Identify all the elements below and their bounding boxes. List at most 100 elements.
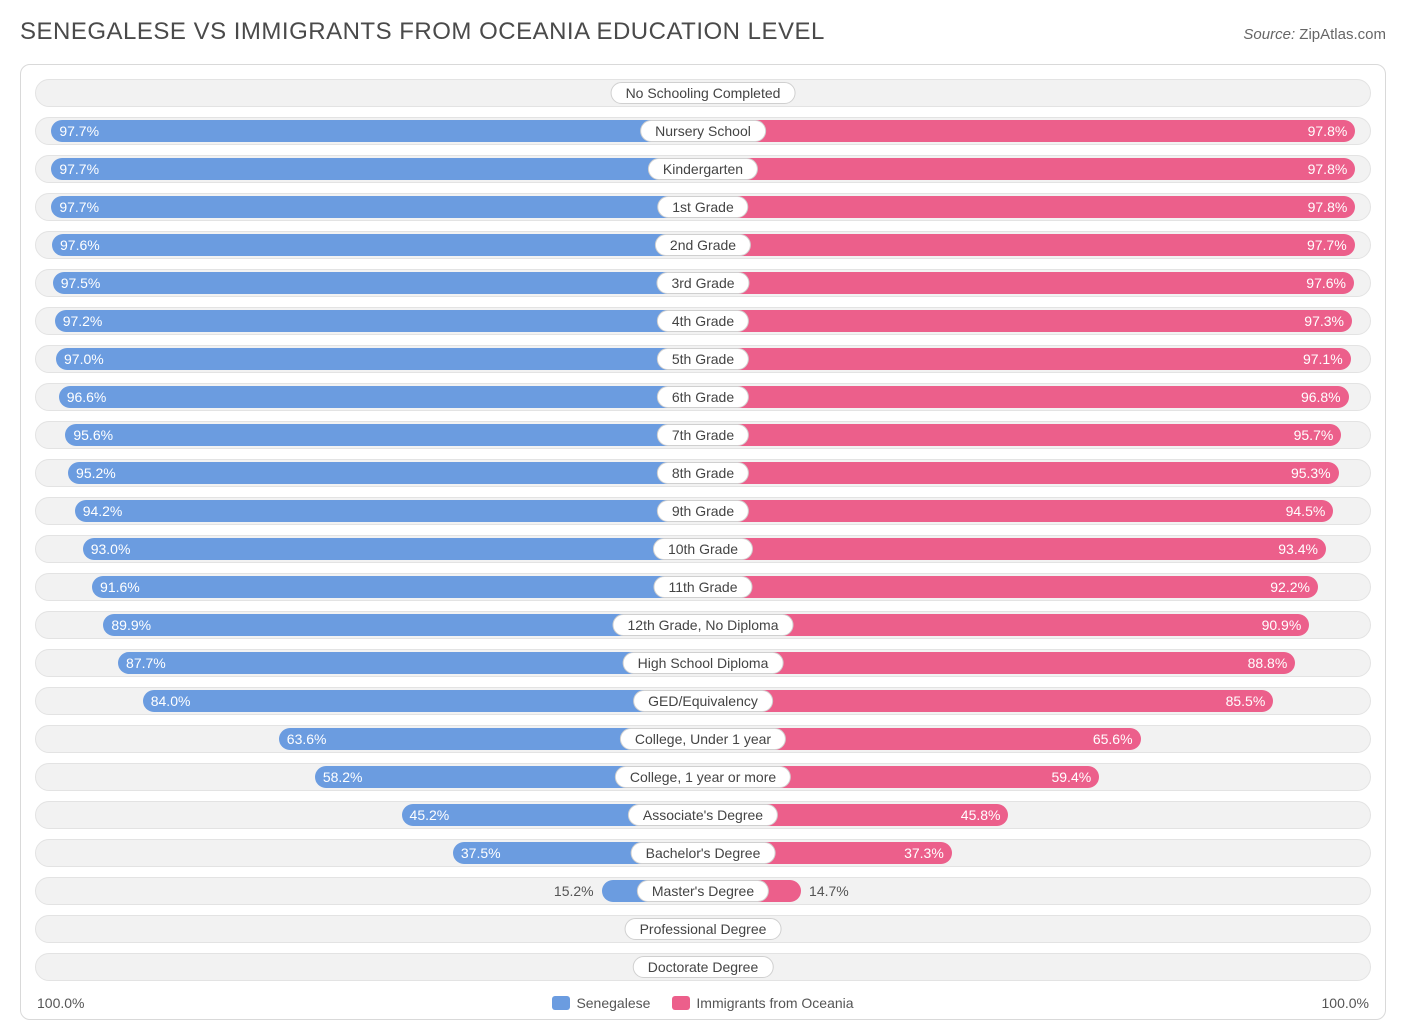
- value-left: 97.7%: [59, 123, 99, 139]
- chart-row: 97.0%97.1%5th Grade: [35, 345, 1371, 373]
- bar-right: [703, 424, 1341, 446]
- value-left: 93.0%: [91, 541, 131, 557]
- source-attribution: Source: ZipAtlas.com: [1243, 26, 1386, 43]
- value-right: 88.8%: [1248, 655, 1288, 671]
- category-label: Kindergarten: [648, 158, 758, 180]
- value-left: 97.7%: [59, 199, 99, 215]
- source-label: Source:: [1243, 26, 1295, 43]
- category-label: 4th Grade: [657, 310, 749, 332]
- value-right: 14.7%: [809, 883, 849, 899]
- value-left: 58.2%: [323, 769, 363, 785]
- category-label: Bachelor's Degree: [631, 842, 776, 864]
- row-right-half: 97.8%: [703, 194, 1370, 220]
- chart-row: 58.2% 59.4%College, 1 year or more: [35, 763, 1371, 791]
- value-right: 45.8%: [961, 807, 1001, 823]
- category-label: 6th Grade: [657, 386, 749, 408]
- row-right-half: 65.6%: [703, 726, 1370, 752]
- row-left-half: 37.5%: [36, 840, 703, 866]
- row-right-half: 88.8%: [703, 650, 1370, 676]
- value-right: 93.4%: [1278, 541, 1318, 557]
- row-right-half: 97.7%: [703, 232, 1370, 258]
- row-left-half: 97.7%: [36, 156, 703, 182]
- category-label: High School Diploma: [623, 652, 784, 674]
- bar-right: [703, 538, 1326, 560]
- row-right-half: 97.6%: [703, 270, 1370, 296]
- value-left: 45.2%: [410, 807, 450, 823]
- row-right-half: 59.4%: [703, 764, 1370, 790]
- value-right: 94.5%: [1286, 503, 1326, 519]
- value-right: 97.8%: [1308, 199, 1348, 215]
- diverging-bar-chart: 2.3%2.2%No Schooling Completed 97.7% 97.8%…: [20, 64, 1386, 1020]
- row-left-half: 97.2%: [36, 308, 703, 334]
- row-left-half: 15.2%: [36, 878, 703, 904]
- bar-right: [703, 120, 1355, 142]
- value-right: 65.6%: [1093, 731, 1133, 747]
- row-left-half: 93.0%: [36, 536, 703, 562]
- row-right-half: 97.8%: [703, 156, 1370, 182]
- bar-right: [703, 196, 1355, 218]
- chart-row: 4.6%4.6%Professional Degree: [35, 915, 1371, 943]
- value-left: 63.6%: [287, 731, 327, 747]
- value-right: 85.5%: [1226, 693, 1266, 709]
- bar-right: [703, 348, 1351, 370]
- bar-left: [65, 424, 703, 446]
- value-right: 37.3%: [904, 845, 944, 861]
- chart-rows: 2.3%2.2%No Schooling Completed 97.7% 97.8%…: [35, 79, 1371, 981]
- bar-left: [83, 538, 703, 560]
- category-label: 9th Grade: [657, 500, 749, 522]
- bar-left: [51, 120, 703, 142]
- category-label: Nursery School: [640, 120, 766, 142]
- row-right-half: 45.8%: [703, 802, 1370, 828]
- row-right-half: 97.1%: [703, 346, 1370, 372]
- bar-right: [703, 158, 1355, 180]
- row-right-half: 4.6%: [703, 916, 1370, 942]
- row-left-half: 84.0%: [36, 688, 703, 714]
- category-label: 5th Grade: [657, 348, 749, 370]
- value-right: 97.3%: [1304, 313, 1344, 329]
- value-right: 95.7%: [1294, 427, 1334, 443]
- value-right: 97.8%: [1308, 123, 1348, 139]
- row-left-half: 45.2%: [36, 802, 703, 828]
- row-left-half: 87.7%: [36, 650, 703, 676]
- chart-row: 15.2% 14.7% Master's Degree: [35, 877, 1371, 905]
- row-right-half: 95.7%: [703, 422, 1370, 448]
- bar-left: [75, 500, 703, 522]
- chart-row: 97.5%97.6%3rd Grade: [35, 269, 1371, 297]
- bar-left: [118, 652, 703, 674]
- value-right: 92.2%: [1270, 579, 1310, 595]
- value-left: 87.7%: [126, 655, 166, 671]
- value-right: 97.6%: [1306, 275, 1346, 291]
- legend-label-left: Senegalese: [576, 995, 650, 1011]
- chart-row: 97.6%97.7%2nd Grade: [35, 231, 1371, 259]
- row-right-half: 1.9%: [703, 954, 1370, 980]
- value-right: 90.9%: [1262, 617, 1302, 633]
- chart-row: 2.0%1.9%Doctorate Degree: [35, 953, 1371, 981]
- value-left: 97.7%: [59, 161, 99, 177]
- legend: Senegalese Immigrants from Oceania: [552, 995, 853, 1011]
- row-left-half: 2.3%: [36, 80, 703, 106]
- category-label: 7th Grade: [657, 424, 749, 446]
- value-left: 89.9%: [111, 617, 151, 633]
- row-right-half: 95.3%: [703, 460, 1370, 486]
- category-label: 11th Grade: [653, 576, 752, 598]
- category-label: College, Under 1 year: [620, 728, 786, 750]
- row-left-half: 2.0%: [36, 954, 703, 980]
- row-right-half: 14.7%: [703, 878, 1370, 904]
- chart-row: 2.3%2.2%No Schooling Completed: [35, 79, 1371, 107]
- legend-item-right: Immigrants from Oceania: [672, 995, 853, 1011]
- category-label: Master's Degree: [637, 880, 769, 902]
- value-right: 97.1%: [1303, 351, 1343, 367]
- row-left-half: 97.5%: [36, 270, 703, 296]
- legend-item-left: Senegalese: [552, 995, 650, 1011]
- bar-right: [703, 386, 1349, 408]
- value-left: 84.0%: [151, 693, 191, 709]
- value-left: 91.6%: [100, 579, 140, 595]
- chart-row: 97.7% 97.8% Nursery School: [35, 117, 1371, 145]
- category-label: College, 1 year or more: [615, 766, 791, 788]
- chart-row: 91.6% 92.2% 11th Grade: [35, 573, 1371, 601]
- bar-right: [703, 272, 1354, 294]
- row-right-half: 93.4%: [703, 536, 1370, 562]
- chart-row: 63.6% 65.6% College, Under 1 year: [35, 725, 1371, 753]
- value-left: 97.6%: [60, 237, 100, 253]
- value-right: 97.7%: [1307, 237, 1347, 253]
